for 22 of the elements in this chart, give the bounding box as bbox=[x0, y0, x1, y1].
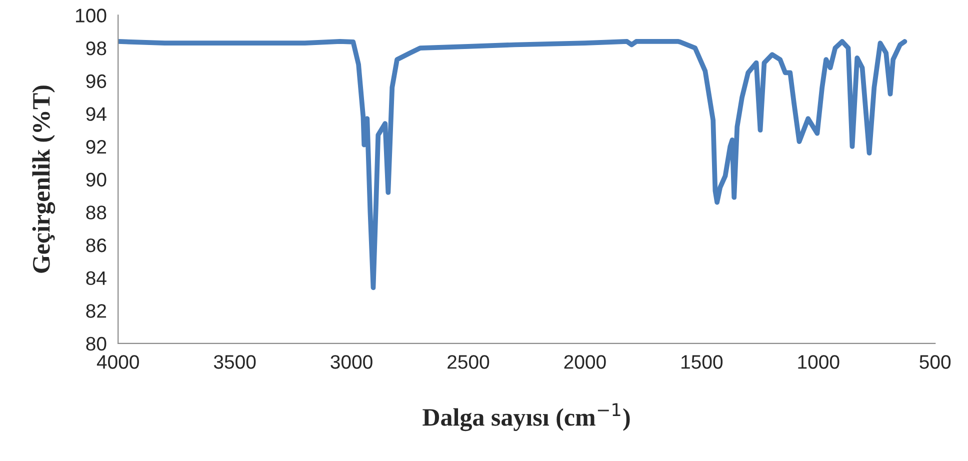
y-tick-label: 90 bbox=[86, 172, 106, 187]
y-tick-label: 80 bbox=[86, 336, 106, 351]
x-tick-label: 2000 bbox=[564, 355, 606, 369]
y-tick-label: 88 bbox=[86, 206, 106, 220]
x-tick-label: 500 bbox=[920, 355, 951, 369]
x-tick-label: 3500 bbox=[214, 355, 256, 369]
x-tick-label: 1500 bbox=[682, 355, 723, 369]
y-tick-label: 84 bbox=[86, 271, 106, 286]
y-tick-label: 92 bbox=[86, 140, 106, 154]
line-series bbox=[118, 39, 908, 290]
x-axis-title: Dalga sayısı (cm$^{−1}$) bbox=[422, 403, 630, 432]
y-tick-label: 100 bbox=[76, 8, 106, 22]
y-tick-label: 96 bbox=[86, 74, 106, 88]
x-tick-label: 3000 bbox=[330, 355, 372, 369]
y-axis-title: Geçirgenlik (%T) bbox=[32, 86, 56, 273]
x-tick-label: 2500 bbox=[448, 355, 490, 369]
y-tick-label: 82 bbox=[86, 304, 106, 318]
y-tick-label: 98 bbox=[86, 42, 106, 56]
y-tick-label: 86 bbox=[86, 238, 106, 252]
x-tick-label: 1000 bbox=[798, 355, 840, 369]
y-tick-label: 94 bbox=[86, 107, 106, 121]
x-tick-label: 4000 bbox=[96, 355, 139, 369]
